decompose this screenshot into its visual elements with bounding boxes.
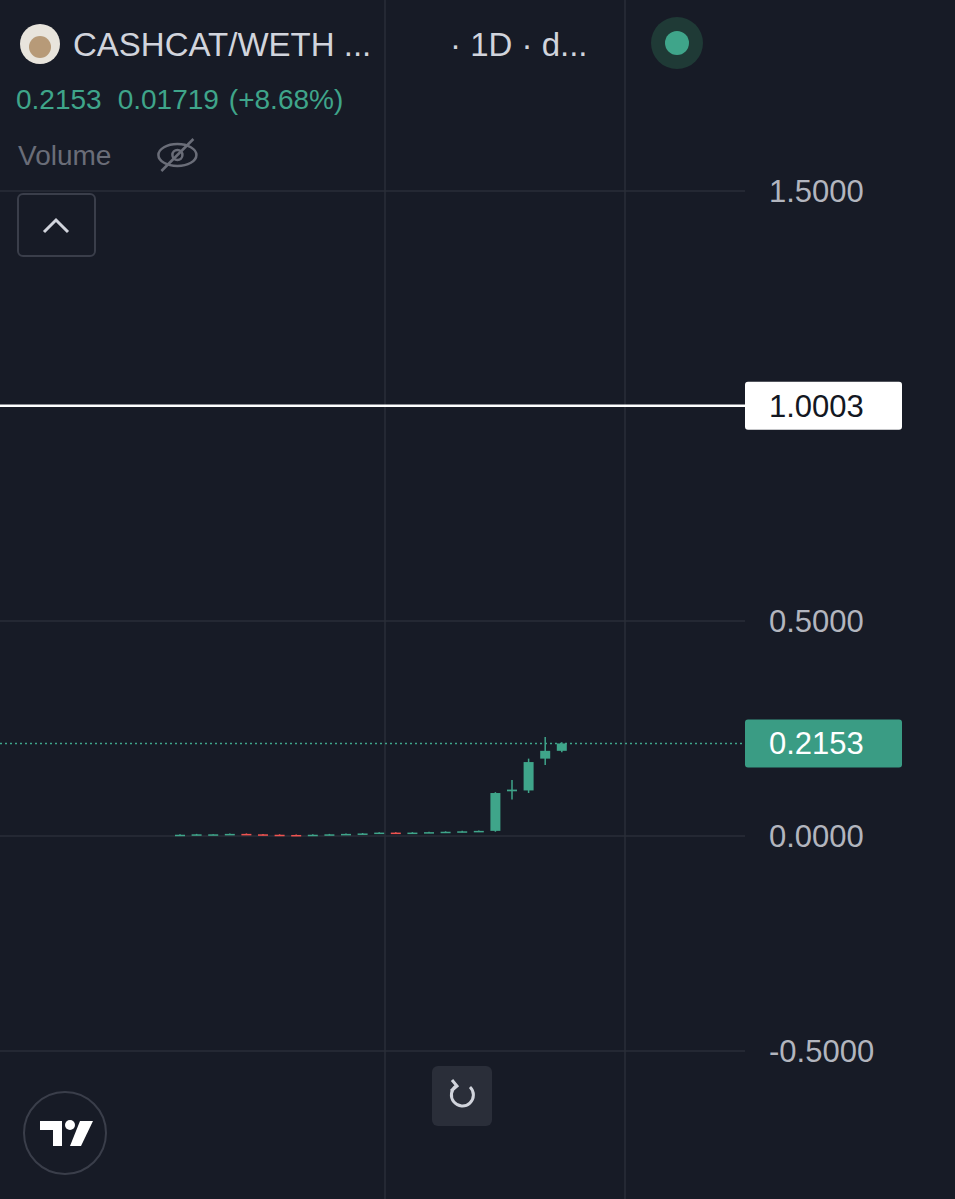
candle-body (507, 790, 517, 792)
candle-body (457, 831, 467, 833)
header-change: 0.01719 (118, 84, 219, 115)
horizontal-line-label: 1.0003 (769, 389, 864, 424)
candle-body (324, 834, 334, 836)
candle-body (407, 833, 417, 835)
candle-body (258, 834, 268, 836)
candle-body (225, 834, 235, 836)
candle-body (341, 834, 351, 836)
candle-body (424, 832, 434, 834)
title: CASHCAT/WETH ... (73, 26, 371, 63)
tick-label: 1.5000 (769, 174, 864, 209)
last-price-label: 0.2153 (769, 726, 864, 761)
collapse-button[interactable] (18, 194, 95, 256)
candle-body (275, 835, 285, 837)
candle-body (192, 834, 202, 836)
candle-body (308, 835, 318, 837)
candle-body (241, 834, 251, 836)
horizontal-line (0, 405, 745, 408)
symbol-avatar (20, 24, 60, 64)
subtitle: · 1D · d... (450, 26, 588, 63)
candle-body (358, 833, 368, 835)
collapse-chevron (44, 220, 68, 232)
reset-button[interactable] (432, 1066, 492, 1126)
chart: -0.5000 0.0000 0.5000 1.5000 1.0003 0.2153 CAS… (0, 0, 955, 1199)
candle-body (208, 834, 218, 836)
tv-logo-slash (70, 1121, 93, 1146)
tick-label: -0.5000 (769, 1034, 874, 1069)
last-price-line (0, 743, 745, 745)
candle-body (441, 832, 451, 834)
background (0, 0, 955, 1199)
time-grid-line (624, 0, 626, 1199)
candle-body (175, 835, 185, 837)
tv-logo[interactable] (24, 1092, 106, 1174)
volume-label: Volume (18, 140, 111, 171)
symbol-avatar-cat (29, 36, 51, 58)
header-change-percent: (+8.68%) (229, 84, 343, 115)
grid-line (0, 835, 745, 837)
time-grid-line (384, 0, 386, 1199)
grid-line (0, 190, 745, 192)
tick-label: 0.5000 (769, 604, 864, 639)
tick-label: 0.0000 (769, 819, 864, 854)
horizontal-line-label-box (745, 382, 902, 430)
tv-logo-mark (40, 1121, 62, 1146)
candle-body (524, 762, 534, 790)
candle-body (374, 833, 384, 835)
reset-arrow (451, 1080, 457, 1091)
candle-body (490, 793, 500, 831)
candle-body (557, 743, 567, 750)
header-price: 0.2153 (16, 84, 102, 115)
candle-body (540, 751, 550, 759)
grid-line (0, 620, 745, 622)
candle-body (474, 831, 484, 833)
candle-body (391, 833, 401, 835)
live-indicator-ring (651, 17, 703, 69)
plot-area (0, 406, 745, 837)
live-indicator (665, 31, 689, 55)
candle-body (291, 835, 301, 837)
hide-icon-slash (161, 139, 193, 171)
tv-logo-dot (65, 1120, 75, 1130)
last-price-label-box (745, 719, 902, 767)
grid-line (0, 1050, 745, 1052)
